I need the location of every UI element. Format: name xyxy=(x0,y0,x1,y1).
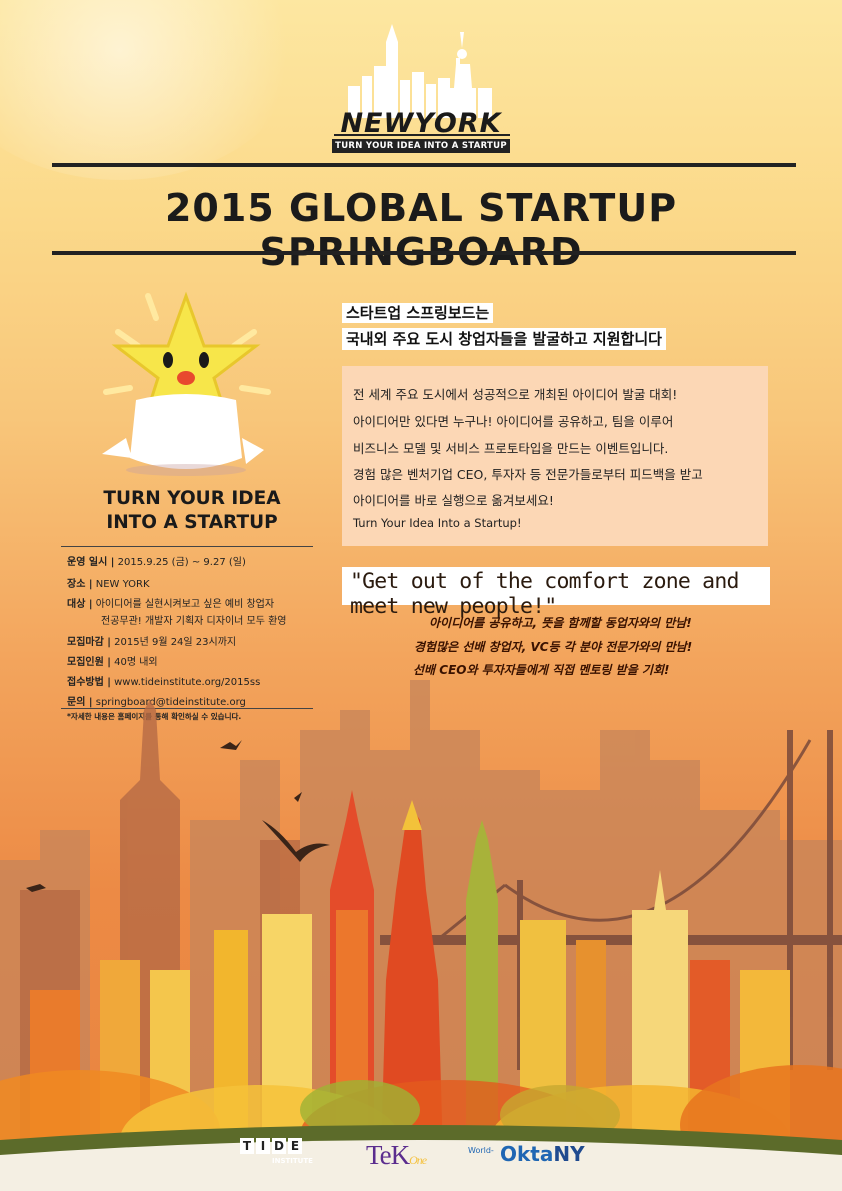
tide-letter: E xyxy=(288,1138,302,1154)
info-schedule-label: 운영 일시 | xyxy=(67,557,115,568)
info-target-value-2: 전공무관! 개발자 기획자 디자이너 모두 환영 xyxy=(101,616,287,627)
info-apply-link[interactable]: www.tideinstitute.org/2015ss xyxy=(114,677,261,688)
quote-text: "Get out of the comfort zone and meet ne… xyxy=(350,569,739,619)
skyline-logo-icon xyxy=(348,24,492,118)
tide-letter: I xyxy=(256,1138,270,1154)
info-apply: 접수방법 | www.tideinstitute.org/2015ss xyxy=(67,673,260,688)
okta-prefix: World- xyxy=(468,1146,494,1155)
description-box xyxy=(342,366,768,546)
okta-ny-logo[interactable]: OktaNY xyxy=(500,1142,585,1166)
tekone-sub: One xyxy=(409,1153,427,1167)
logo-divider xyxy=(334,134,510,136)
info-capacity-label: 모집인원 | xyxy=(67,657,111,668)
tide-institute-sub: INSTITUTE xyxy=(272,1157,313,1165)
sun-glow xyxy=(0,0,300,180)
tekone-logo[interactable]: TeKOne xyxy=(366,1140,427,1171)
info-target: 대상 | 아이디어를 실현시켜보고 싶은 예비 창업자 xyxy=(67,595,274,610)
title-rule-bottom xyxy=(52,251,796,255)
info-rule-top xyxy=(61,546,313,547)
description-line: Turn Your Idea Into a Startup! xyxy=(353,516,522,530)
mascot-caption-line2: INTO A STARTUP xyxy=(106,512,278,533)
title-rule-top xyxy=(52,163,796,167)
headline-line1: 스타트업 스프링보드는 xyxy=(342,303,494,323)
info-schedule-value: 2015.9.25 (금) ~ 9.27 (일) xyxy=(117,557,246,568)
description-line: 경험 많은 벤처기업 CEO, 투자자 등 전문가들로부터 피드백을 받고 xyxy=(353,467,703,482)
info-contact-email[interactable]: springboard@tideinstitute.org xyxy=(95,697,246,708)
description-line: 비즈니스 모델 및 서비스 프로토타입을 만드는 이벤트입니다. xyxy=(353,441,669,456)
info-rule-bottom xyxy=(61,708,313,709)
info-place-value: NEW YORK xyxy=(95,579,150,590)
okta-main: Okta xyxy=(500,1142,554,1166)
page-title: 2015 GLOBAL STARTUP SPRINGBOARD xyxy=(164,186,678,274)
tide-letter: D xyxy=(272,1138,286,1154)
description-line: 전 세계 주요 도시에서 성공적으로 개최된 아이디어 발굴 대회! xyxy=(353,387,678,402)
headline-line2: 국내외 주요 도시 창업자들을 발굴하고 지원합니다 xyxy=(342,328,666,350)
description-line: 아이디어를 바로 실행으로 옮겨보세요! xyxy=(353,493,554,508)
info-contact-label: 문의 | xyxy=(67,697,93,708)
star-mascot-icon xyxy=(102,291,271,476)
info-capacity: 모집인원 | 40명 내외 xyxy=(67,653,158,668)
logo-city-name: NEWYORK xyxy=(340,108,502,139)
info-capacity-value: 40명 내외 xyxy=(114,657,158,668)
info-deadline: 모집마감 | 2015년 9월 24일 23시까지 xyxy=(67,633,236,648)
tide-institute-logo[interactable]: T I D E xyxy=(240,1138,302,1154)
description-line: 아이디어만 있다면 누구나! 아이디어를 공유하고, 팀을 이루어 xyxy=(353,414,674,429)
benefit-line: 아이디어를 공유하고, 뜻을 함께할 동업자와의 만남! xyxy=(429,616,692,630)
info-target-label: 대상 | xyxy=(67,599,93,610)
tekone-main: TeK xyxy=(366,1140,410,1170)
info-apply-label: 접수방법 | xyxy=(67,677,111,688)
city-skyline-illustration xyxy=(0,680,842,1191)
quote-box xyxy=(342,567,770,605)
info-target-value-1: 아이디어를 실현시켜보고 싶은 예비 창업자 xyxy=(95,599,275,610)
info-contact: 문의 | springboard@tideinstitute.org xyxy=(67,693,246,708)
info-schedule: 운영 일시 | 2015.9.25 (금) ~ 9.27 (일) xyxy=(67,553,246,568)
tide-letter: T xyxy=(240,1138,254,1154)
benefit-line: 선배 CEO와 투자자들에게 직접 멘토링 받을 기회! xyxy=(413,663,670,677)
benefit-line: 경험많은 선배 창업자, VC등 각 분야 전문가와의 만남! xyxy=(414,640,693,654)
info-deadline-value: 2015년 9월 24일 23시까지 xyxy=(114,637,237,648)
logo-tagline: TURN YOUR IDEA INTO A STARTUP xyxy=(332,139,510,153)
info-place: 장소 | NEW YORK xyxy=(67,575,150,590)
info-deadline-label: 모집마감 | xyxy=(67,637,111,648)
okta-suffix: NY xyxy=(553,1142,585,1166)
mascot-caption-line1: TURN YOUR IDEA xyxy=(103,488,281,509)
info-place-label: 장소 | xyxy=(67,579,93,590)
